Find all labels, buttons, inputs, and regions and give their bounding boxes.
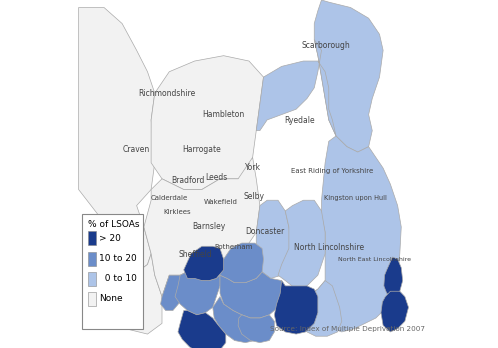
Polygon shape xyxy=(256,200,292,278)
Text: Selby: Selby xyxy=(244,192,265,201)
Text: Doncaster: Doncaster xyxy=(245,227,284,236)
Polygon shape xyxy=(256,40,336,136)
Bar xyxy=(88,252,96,266)
Text: Sheffield: Sheffield xyxy=(178,250,212,259)
Text: 10 to 20: 10 to 20 xyxy=(99,254,137,263)
Polygon shape xyxy=(160,275,184,310)
Polygon shape xyxy=(220,272,285,318)
Text: North Lincolnshire: North Lincolnshire xyxy=(294,243,364,252)
Polygon shape xyxy=(238,315,274,343)
Polygon shape xyxy=(274,280,318,334)
Polygon shape xyxy=(303,136,401,332)
Text: > 20: > 20 xyxy=(99,234,121,243)
Text: None: None xyxy=(99,294,123,303)
Text: Harrogate: Harrogate xyxy=(183,145,222,154)
Text: Craven: Craven xyxy=(123,145,149,154)
FancyBboxPatch shape xyxy=(82,214,143,329)
Text: Scarborough: Scarborough xyxy=(301,41,350,50)
Text: York: York xyxy=(245,163,260,172)
Polygon shape xyxy=(175,270,220,315)
Polygon shape xyxy=(301,280,342,336)
Polygon shape xyxy=(184,246,224,280)
Polygon shape xyxy=(384,257,403,296)
Polygon shape xyxy=(178,310,226,348)
Text: North East Lincolnshire: North East Lincolnshire xyxy=(338,257,411,262)
Text: Calderdale: Calderdale xyxy=(150,195,188,201)
Text: 0 to 10: 0 to 10 xyxy=(99,274,137,283)
Text: Kirklees: Kirklees xyxy=(164,209,191,215)
Bar xyxy=(88,272,96,286)
Polygon shape xyxy=(314,0,383,152)
Polygon shape xyxy=(151,56,263,190)
Text: East Riding of Yorkshire: East Riding of Yorkshire xyxy=(291,167,374,174)
Text: % of LSOAs: % of LSOAs xyxy=(88,220,139,229)
Polygon shape xyxy=(144,157,260,296)
Polygon shape xyxy=(381,291,408,332)
Polygon shape xyxy=(79,8,155,275)
Bar xyxy=(88,292,96,306)
Text: Hambleton: Hambleton xyxy=(202,110,244,119)
Text: Leeds: Leeds xyxy=(205,173,227,182)
Polygon shape xyxy=(220,243,263,283)
Bar xyxy=(88,231,96,245)
Text: Richmondshire: Richmondshire xyxy=(138,89,196,98)
Text: Source: Index of Multiple Deprivation 2007: Source: Index of Multiple Deprivation 20… xyxy=(270,326,425,332)
Text: Kingston upon Hull: Kingston upon Hull xyxy=(324,195,386,201)
Text: Wakefield: Wakefield xyxy=(204,199,238,205)
Polygon shape xyxy=(115,254,162,334)
Polygon shape xyxy=(213,296,263,343)
Text: Ryedale: Ryedale xyxy=(284,116,315,125)
Text: Barnsley: Barnsley xyxy=(192,222,226,231)
Text: Rotherham: Rotherham xyxy=(214,244,252,250)
Text: Bradford: Bradford xyxy=(171,176,205,185)
Polygon shape xyxy=(278,200,325,289)
